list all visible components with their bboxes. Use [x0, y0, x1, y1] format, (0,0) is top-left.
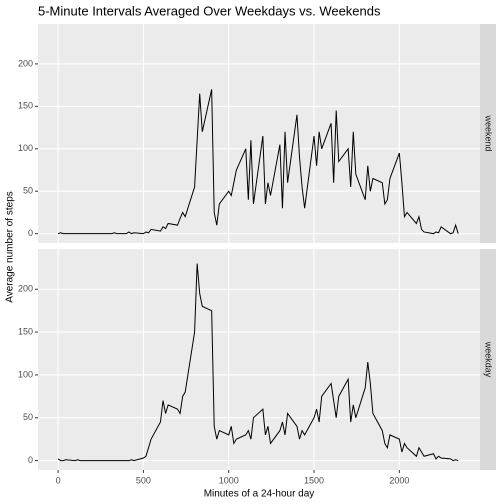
x-tick-label: 500 [136, 475, 151, 485]
y-tick-label: 200 [18, 284, 33, 294]
y-tick-label: 100 [18, 143, 33, 153]
y-axis-title: Average number of steps [5, 191, 16, 303]
y-tick-label: 50 [23, 412, 33, 422]
data-line [57, 263, 459, 462]
x-tick-label: 2000 [389, 475, 409, 485]
facet-label: weekday [484, 341, 494, 378]
x-tick-label: 1000 [219, 475, 239, 485]
x-tick-label: 0 [56, 475, 61, 485]
panel-background [38, 249, 480, 470]
y-tick-label: 100 [18, 369, 33, 379]
y-tick-label: 200 [18, 58, 33, 68]
y-tick-label: 0 [28, 455, 33, 465]
facet-label: weekend [484, 114, 494, 151]
facet-strip [480, 24, 496, 243]
chart-title: 5-Minute Intervals Averaged Over Weekday… [38, 3, 381, 18]
y-tick-label: 50 [23, 186, 33, 196]
x-axis-title: Minutes of a 24-hour day [204, 489, 315, 500]
y-tick-label: 0 [28, 228, 33, 238]
y-tick-label: 150 [18, 101, 33, 111]
y-tick-label: 150 [18, 326, 33, 336]
panel-background [38, 24, 480, 243]
x-tick-label: 1500 [304, 475, 324, 485]
facet-strip [480, 249, 496, 470]
data-line [57, 89, 459, 235]
